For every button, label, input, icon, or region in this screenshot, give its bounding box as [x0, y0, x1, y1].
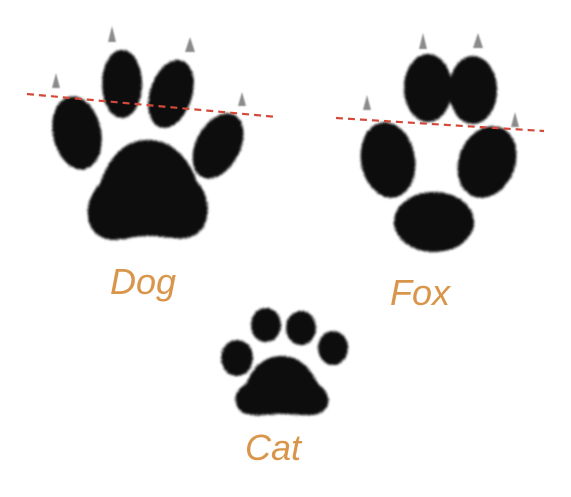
fox-toe-outer-left: [360, 122, 416, 198]
cat-toe-3: [286, 311, 316, 345]
dog-claw-1: [52, 73, 60, 88]
cat-heel-pad: [235, 356, 329, 416]
dog-toe-outer-left: [52, 96, 102, 170]
dog-heel-pad: [87, 140, 208, 240]
dog-claw-3: [185, 37, 195, 52]
dog-toe-inner-right: [148, 60, 194, 128]
dog-label: Dog: [110, 261, 177, 302]
dog-claw-2: [108, 26, 116, 42]
fox-heel-pad: [394, 192, 474, 252]
cat-toe-4: [318, 331, 348, 365]
cat-label: Cat: [245, 427, 302, 468]
dog-claw-4: [238, 92, 246, 106]
dog-paw-print: [26, 26, 278, 240]
cat-toe-2: [251, 308, 281, 342]
fox-toe-inner-left: [404, 54, 452, 122]
fox-toe-outer-right: [457, 126, 517, 198]
fox-paw-print: [335, 33, 545, 252]
fox-claw-1: [363, 95, 371, 110]
fox-claw-4: [511, 112, 519, 127]
cat-paw-print: [221, 308, 348, 416]
fox-label: Fox: [390, 272, 451, 313]
fox-claw-2: [419, 33, 427, 49]
fox-claw-3: [473, 33, 483, 48]
dog-toe-outer-right: [192, 113, 244, 179]
fox-toe-guide-line: [335, 116, 545, 133]
dog-toe-guide-line: [26, 92, 278, 119]
cat-toe-1: [221, 340, 253, 376]
fox-toe-inner-right: [449, 56, 497, 124]
dog-toe-inner-left: [102, 50, 142, 118]
